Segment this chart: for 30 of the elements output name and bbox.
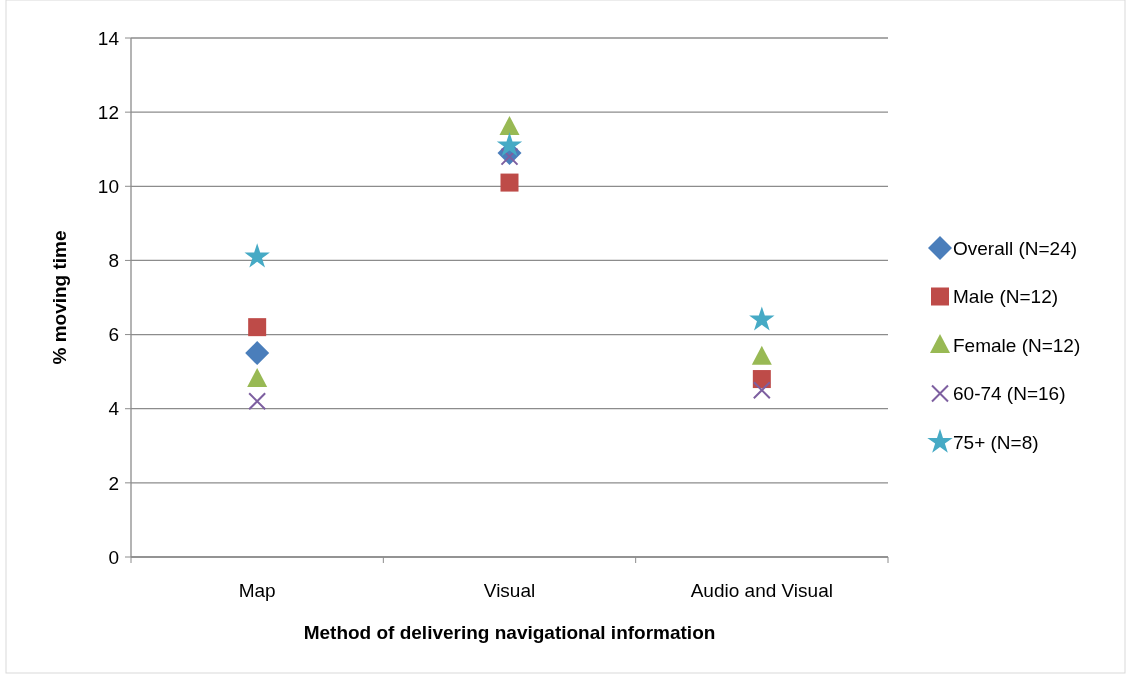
point: [248, 318, 267, 337]
point: [496, 132, 523, 157]
x-tick-label: Visual: [483, 580, 536, 601]
y-tick-label: 14: [97, 27, 120, 49]
point: [247, 368, 268, 388]
point: [500, 173, 519, 192]
y-tick-label: 2: [108, 472, 119, 494]
y-tick-label: 6: [108, 324, 119, 346]
legend-label: 60-74 (N=16): [953, 383, 1066, 405]
y-tick-label: 10: [97, 175, 119, 197]
y-tick-label: 12: [97, 101, 119, 123]
legend-label: 75+ (N=8): [953, 431, 1039, 453]
point: [244, 243, 270, 268]
x-tick-label: Audio and Visual: [690, 580, 833, 601]
legend-label: Male (N=12): [953, 286, 1059, 308]
legend-label: Overall (N=24): [953, 237, 1078, 259]
point: [245, 341, 270, 366]
y-tick-label: 0: [108, 546, 119, 568]
point: [751, 345, 772, 365]
point: [500, 147, 519, 166]
legend-label: Female (N=12): [953, 334, 1081, 356]
point: [248, 392, 267, 411]
point: [499, 115, 520, 135]
x-axis-title: Method of delivering navigational information: [303, 622, 716, 643]
y-tick-label: 4: [108, 398, 120, 420]
point: [749, 306, 775, 331]
point: [752, 381, 771, 400]
y-tick-label: 8: [108, 250, 119, 272]
x-tick-label: Map: [238, 580, 276, 601]
y-axis-title: % moving time: [49, 230, 70, 365]
